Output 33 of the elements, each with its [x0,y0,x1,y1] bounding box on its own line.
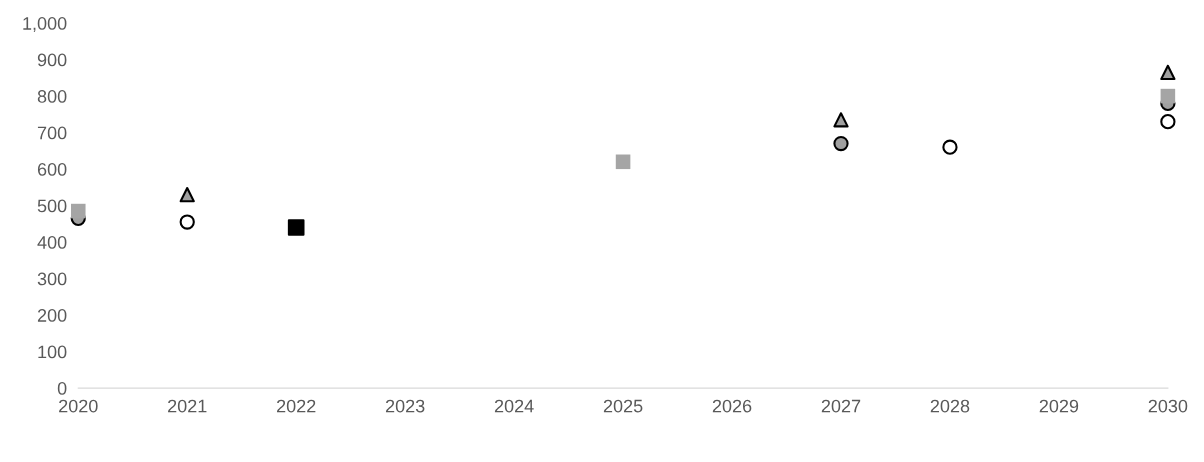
y-tick-label: 200 [37,309,67,322]
y-tick-label: 600 [37,163,67,176]
x-tick-label: 2022 [277,399,316,413]
point [615,154,631,170]
point [287,219,305,236]
x-tick-label: 2028 [930,399,970,413]
x-tick-label: 2029 [1039,399,1079,413]
x-tick-label: 2021 [168,399,207,413]
y-tick-label: 700 [37,126,67,140]
y-tick-label: 900 [37,53,67,67]
point [833,135,849,152]
y-tick-label: 100 [38,345,67,359]
y-tick-label: 800 [37,90,67,103]
point [1160,64,1176,80]
y-tick-label: 400 [37,236,67,249]
y-tick-label: 0 [57,382,67,395]
point [179,187,195,203]
point [179,214,195,230]
x-tick-label: 2020 [59,399,98,413]
x-tick-label: 2023 [385,399,425,413]
y-tick-label: 300 [37,272,67,286]
point [1160,114,1176,130]
point [1160,88,1176,104]
y-tick-label: 1,000 [23,17,67,32]
x-tick-label: 2025 [603,399,643,413]
y-tick-label: 500 [37,199,67,213]
point [942,139,958,155]
point [70,203,86,219]
x-tick-label: 2026 [712,399,752,413]
x-tick-label: 2027 [821,399,861,413]
point [833,112,849,128]
x-tick-label: 2030 [1148,399,1188,413]
x-tick-label: 2024 [494,399,534,413]
